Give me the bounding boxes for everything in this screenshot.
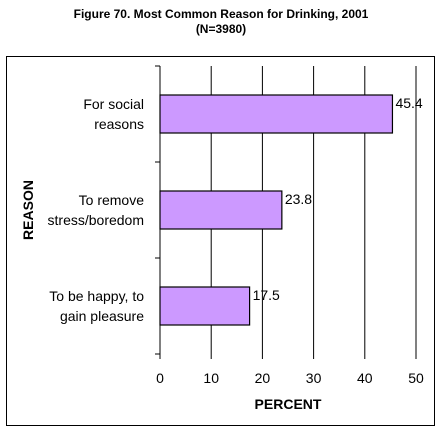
x-tick-label-0: 0 bbox=[156, 370, 164, 386]
x-tick-label-10: 10 bbox=[203, 370, 219, 386]
category-label-0-line-1: reasons bbox=[94, 116, 144, 132]
chart-title: Figure 70. Most Common Reason for Drinki… bbox=[73, 7, 369, 21]
category-label-0-line-0: For social bbox=[83, 96, 144, 112]
x-axis-title: PERCENT bbox=[255, 396, 322, 412]
category-label-1-line-0: To remove bbox=[79, 192, 145, 208]
bar-2 bbox=[159, 286, 251, 326]
x-tick-label-30: 30 bbox=[306, 370, 322, 386]
x-tick-label-40: 40 bbox=[357, 370, 373, 386]
category-label-2-line-1: gain pleasure bbox=[60, 308, 144, 324]
data-label-0: 45.4 bbox=[395, 95, 422, 111]
x-tick-label-20: 20 bbox=[255, 370, 271, 386]
data-label-1: 23.8 bbox=[285, 191, 312, 207]
chart-frame bbox=[6, 56, 435, 426]
category-label-2-line-0: To be happy, to bbox=[49, 288, 144, 304]
bar-0 bbox=[159, 94, 394, 134]
category-label-1-line-1: stress/boredom bbox=[48, 212, 144, 228]
chart-title-block: Figure 70. Most Common Reason for Drinki… bbox=[0, 7, 442, 37]
x-tick-label-50: 50 bbox=[408, 370, 424, 386]
y-axis-title: REASON bbox=[20, 180, 36, 240]
chart-subtitle: (N=3980) bbox=[195, 22, 247, 36]
data-label-2: 17.5 bbox=[253, 287, 280, 303]
bar-1 bbox=[159, 190, 283, 230]
